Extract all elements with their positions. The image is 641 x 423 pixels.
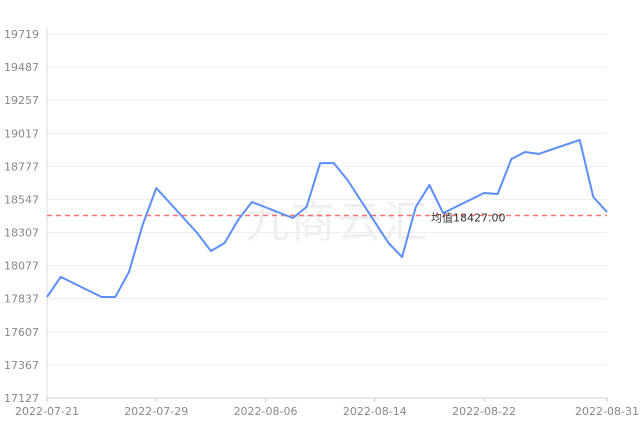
x-tick-label: 2022-08-14 — [343, 405, 407, 418]
y-tick-label: 19487 — [4, 61, 39, 74]
y-tick-label: 17367 — [4, 359, 39, 372]
mean-label: 均值18427.00 — [431, 211, 506, 224]
y-tick-label: 18307 — [4, 227, 39, 240]
x-tick-label: 2022-07-21 — [15, 405, 79, 418]
y-tick-label: 17127 — [4, 392, 39, 405]
y-tick-label: 18547 — [4, 193, 39, 206]
x-tick-label: 2022-07-29 — [124, 405, 188, 418]
y-tick-label: 19257 — [4, 94, 39, 107]
y-tick-label: 18777 — [4, 160, 39, 173]
y-tick-label: 19719 — [4, 28, 39, 41]
watermark: 九商云汇 — [245, 197, 429, 248]
x-tick-label: 2022-08-06 — [234, 405, 298, 418]
x-tick-label: 2022-08-31 — [575, 405, 639, 418]
y-tick-label: 17837 — [4, 293, 39, 306]
series-line — [46, 139, 608, 298]
x-tick-label: 2022-08-22 — [452, 405, 516, 418]
y-tick-label: 18077 — [4, 260, 39, 273]
y-tick-label: 17607 — [4, 326, 39, 339]
y-tick-label: 19017 — [4, 127, 39, 140]
